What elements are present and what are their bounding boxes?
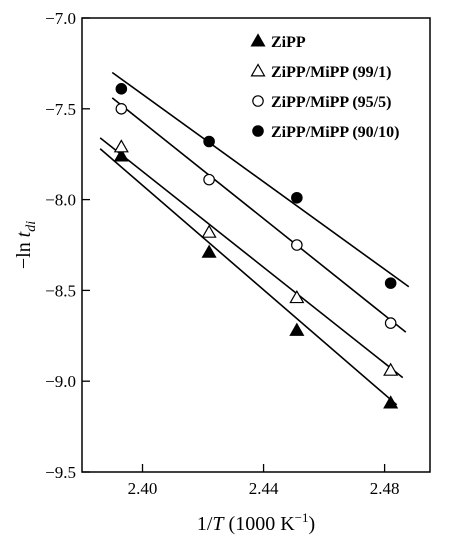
y-axis-title: −ln tdi xyxy=(13,221,39,269)
data-point xyxy=(113,148,129,162)
y-tick-label: −7.0 xyxy=(45,9,76,28)
y-tick-label: −9.5 xyxy=(45,463,76,482)
y-tick-label: −7.5 xyxy=(45,100,76,119)
legend-marker xyxy=(252,125,264,137)
x-tick-label: 2.48 xyxy=(370,479,400,498)
legend-label: ZiPP/MiPP (99/1) xyxy=(271,64,391,81)
fit-line xyxy=(111,71,410,288)
y-axis-title-sub: di xyxy=(24,221,39,232)
legend-marker xyxy=(252,95,264,107)
legend-label: ZiPP/MiPP (95/5) xyxy=(271,94,391,111)
x-axis-title-unit-sup: −1 xyxy=(295,510,309,525)
y-tick-label: −8.0 xyxy=(45,191,76,210)
legend-marker xyxy=(250,63,266,77)
x-axis-title-unit: (1000 K xyxy=(224,513,296,535)
data-point xyxy=(291,239,303,251)
x-axis-title-suffix: ) xyxy=(308,513,315,535)
data-point xyxy=(203,135,215,148)
y-tick-label: −8.5 xyxy=(45,281,76,300)
fit-line xyxy=(99,137,404,379)
legend: ZiPP ZiPP/MiPP (99/1) ZiPP/MiPP (95/5) ZiPP… xyxy=(250,33,399,141)
y-axis-title-prefix: −ln xyxy=(13,237,35,269)
legend-label: ZiPP xyxy=(271,34,306,51)
x-axis-title: 1/T (1000 K−1) xyxy=(197,510,315,535)
data-point xyxy=(289,289,305,304)
data-point xyxy=(384,277,397,289)
data-point xyxy=(203,173,215,186)
legend-label: ZiPP/MiPP (90/10) xyxy=(271,124,399,141)
x-tick-label: 2.40 xyxy=(128,479,158,498)
fit-line xyxy=(99,148,398,406)
data-point xyxy=(291,191,303,204)
data-point xyxy=(383,395,399,409)
data-point xyxy=(113,139,129,153)
data-point xyxy=(115,83,128,95)
data-point xyxy=(384,317,397,329)
legend-marker xyxy=(250,33,266,47)
y-tick-label: −9.0 xyxy=(45,372,76,391)
fit-line xyxy=(111,97,407,333)
plot-frame xyxy=(81,17,431,473)
fit-lines-layer xyxy=(99,71,410,406)
data-point xyxy=(201,244,217,258)
data-points-layer xyxy=(113,83,399,409)
ticks-layer: −7.0 −7.5 −8.0 −8.5 −9.0 −9.5 2.40 2.44 2.48 xyxy=(45,9,399,498)
y-axis-title-var: t xyxy=(13,231,35,237)
x-tick-label: 2.44 xyxy=(249,479,279,498)
x-axis-title-var: T xyxy=(212,513,225,535)
data-point xyxy=(289,322,305,336)
data-point xyxy=(383,362,399,376)
x-axis-title-prefix: 1/ xyxy=(197,513,213,535)
data-point xyxy=(115,103,128,115)
data-point xyxy=(201,224,217,238)
